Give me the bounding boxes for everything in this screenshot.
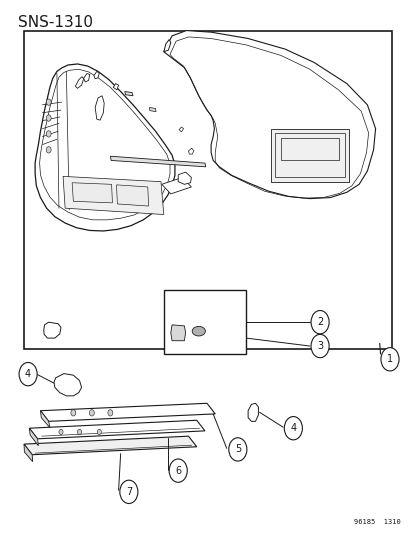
- Polygon shape: [40, 411, 50, 427]
- Polygon shape: [35, 64, 175, 231]
- Circle shape: [169, 459, 187, 482]
- Ellipse shape: [192, 326, 205, 336]
- Text: 4: 4: [290, 423, 296, 433]
- Polygon shape: [40, 403, 215, 421]
- Text: 2: 2: [316, 317, 323, 327]
- Bar: [164, 290, 245, 354]
- Polygon shape: [178, 172, 191, 184]
- Circle shape: [46, 131, 51, 137]
- Polygon shape: [29, 428, 38, 446]
- Polygon shape: [113, 84, 118, 90]
- Circle shape: [119, 480, 138, 504]
- Text: 1: 1: [386, 354, 392, 364]
- Text: 5: 5: [234, 445, 240, 455]
- Circle shape: [71, 410, 76, 416]
- Polygon shape: [54, 374, 81, 396]
- Polygon shape: [44, 322, 61, 338]
- Polygon shape: [24, 444, 33, 462]
- Text: 6: 6: [175, 466, 181, 475]
- Circle shape: [97, 429, 101, 434]
- Polygon shape: [149, 108, 156, 112]
- Text: SNS-1310: SNS-1310: [18, 14, 93, 30]
- Circle shape: [46, 115, 51, 121]
- Polygon shape: [72, 183, 112, 203]
- Text: 4: 4: [25, 369, 31, 379]
- Polygon shape: [164, 39, 171, 52]
- Circle shape: [46, 147, 51, 153]
- Circle shape: [310, 311, 328, 334]
- Polygon shape: [124, 92, 133, 96]
- Polygon shape: [94, 71, 99, 79]
- Polygon shape: [63, 176, 164, 215]
- Circle shape: [46, 99, 51, 106]
- Circle shape: [284, 417, 301, 440]
- Polygon shape: [116, 185, 148, 206]
- Polygon shape: [164, 30, 375, 199]
- Polygon shape: [83, 74, 90, 82]
- Circle shape: [89, 410, 94, 416]
- Text: 3: 3: [316, 341, 323, 351]
- Polygon shape: [161, 177, 191, 194]
- Polygon shape: [270, 128, 348, 182]
- Polygon shape: [171, 325, 185, 341]
- Circle shape: [380, 348, 398, 371]
- Polygon shape: [29, 420, 204, 439]
- Text: 96185  1310: 96185 1310: [353, 519, 399, 525]
- Polygon shape: [247, 403, 258, 421]
- Circle shape: [310, 334, 328, 358]
- Polygon shape: [95, 96, 104, 120]
- Text: 7: 7: [126, 487, 132, 497]
- Polygon shape: [178, 127, 183, 132]
- Polygon shape: [24, 436, 196, 455]
- Polygon shape: [110, 156, 205, 167]
- Circle shape: [19, 362, 37, 386]
- Circle shape: [59, 429, 63, 434]
- Polygon shape: [75, 77, 83, 88]
- Circle shape: [108, 410, 113, 416]
- Circle shape: [228, 438, 246, 461]
- Bar: [24, 30, 391, 349]
- Circle shape: [77, 429, 81, 434]
- Polygon shape: [188, 148, 193, 154]
